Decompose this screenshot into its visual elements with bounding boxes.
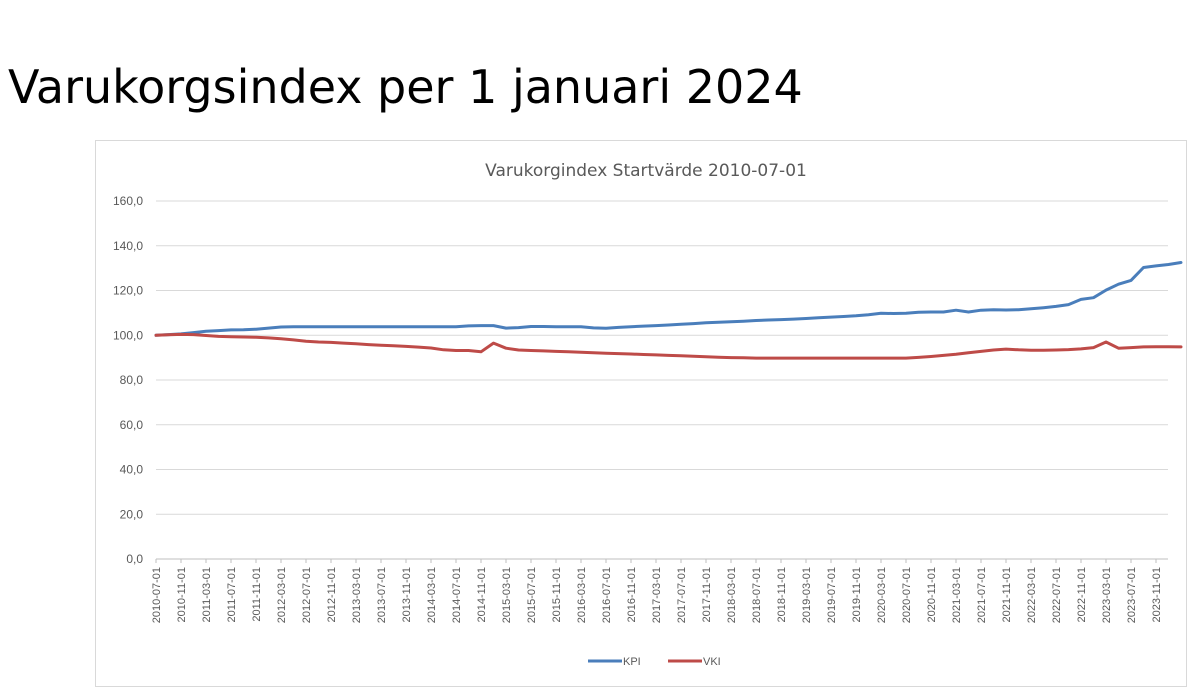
x-tick-label: 2010-11-01 xyxy=(176,567,188,622)
x-tick-label: 2015-07-01 xyxy=(526,567,538,623)
legend: KPI VKI xyxy=(588,656,721,668)
x-tick-label: 2017-03-01 xyxy=(651,567,663,623)
x-tick-label: 2016-11-01 xyxy=(626,567,638,622)
x-tick-label: 2014-07-01 xyxy=(451,567,463,623)
x-tick-label: 2015-03-01 xyxy=(501,567,513,623)
x-tick-label: 2017-11-01 xyxy=(701,567,713,622)
x-tick-label: 2018-11-01 xyxy=(776,567,788,622)
x-tick-label: 2011-11-01 xyxy=(251,567,263,622)
x-tick-label: 2022-07-01 xyxy=(1051,567,1063,623)
x-tick-label: 2014-03-01 xyxy=(426,567,438,623)
x-tick-label: 2020-11-01 xyxy=(926,567,938,622)
legend-label-kpi: KPI xyxy=(623,656,641,668)
x-tick-label: 2013-07-01 xyxy=(376,567,388,623)
x-tick-label: 2017-07-01 xyxy=(676,567,688,623)
x-tick-label: 2020-07-01 xyxy=(901,567,913,623)
x-tick-label: 2011-03-01 xyxy=(201,567,213,622)
x-tick-label: 2023-07-01 xyxy=(1126,567,1138,623)
chart-title: Varukorgindex Startvärde 2010-07-01 xyxy=(485,161,807,181)
y-tick-label: 80,0 xyxy=(120,373,144,387)
y-tick-label: 60,0 xyxy=(120,418,144,432)
x-tick-label: 2015-11-01 xyxy=(551,567,563,622)
x-tick-label: 2016-03-01 xyxy=(576,567,588,623)
x-tick-label: 2019-11-01 xyxy=(851,567,863,622)
y-tick-label: 160,0 xyxy=(113,194,143,208)
x-tick-label: 2012-07-01 xyxy=(301,567,313,623)
chart-container: Varukorgindex Startvärde 2010-07-01 0,0 2… xyxy=(95,140,1187,687)
x-tick-label: 2022-03-01 xyxy=(1026,567,1038,623)
x-tick-label: 2014-11-01 xyxy=(476,567,488,622)
y-tick-label: 120,0 xyxy=(113,284,143,298)
x-tick-label: 2018-07-01 xyxy=(751,567,763,623)
x-tick-label: 2011-07-01 xyxy=(226,567,238,622)
x-tick-label: 2020-03-01 xyxy=(876,567,888,623)
legend-label-vki: VKI xyxy=(703,656,721,668)
y-tick-label: 140,0 xyxy=(113,239,143,253)
series-line-kpi xyxy=(154,261,1183,337)
x-tick-label: 2016-07-01 xyxy=(601,567,613,623)
x-tick-label: 2023-03-01 xyxy=(1101,567,1113,623)
x-tick-label: 2021-03-01 xyxy=(951,567,963,623)
x-tick-label: 2013-11-01 xyxy=(401,567,413,622)
x-axis: 2010-07-01 2010-11-01 2011-03-01 2011-07-01… xyxy=(151,559,1163,623)
x-tick-label: 2021-07-01 xyxy=(976,567,988,623)
x-tick-label: 2019-03-01 xyxy=(801,567,813,623)
gridlines xyxy=(156,200,1168,560)
line-chart: Varukorgindex Startvärde 2010-07-01 0,0 2… xyxy=(113,161,1183,668)
y-tick-label: 100,0 xyxy=(113,328,143,342)
x-tick-label: 2018-03-01 xyxy=(726,567,738,623)
x-tick-label: 2019-07-01 xyxy=(826,567,838,623)
x-tick-label: 2013-03-01 xyxy=(351,567,363,623)
series-lines xyxy=(154,261,1183,360)
x-tick-label: 2022-11-01 xyxy=(1076,567,1088,622)
y-tick-label: 20,0 xyxy=(120,507,144,521)
x-tick-label: 2021-11-01 xyxy=(1001,567,1013,622)
x-tick-label: 2012-11-01 xyxy=(326,567,338,622)
y-tick-label: 0,0 xyxy=(126,552,143,566)
x-tick-label: 2023-11-01 xyxy=(1151,567,1163,622)
y-tick-label: 40,0 xyxy=(120,463,144,477)
x-tick-label: 2010-07-01 xyxy=(151,567,163,623)
series-line-vki xyxy=(154,332,1183,360)
y-axis: 0,0 20,0 40,0 60,0 80,0 100,0 120,0 140,0 160,0 xyxy=(113,194,143,566)
x-tick-label: 2012-03-01 xyxy=(276,567,288,623)
slide-title: Varukorgsindex per 1 januari 2024 xyxy=(8,60,803,114)
